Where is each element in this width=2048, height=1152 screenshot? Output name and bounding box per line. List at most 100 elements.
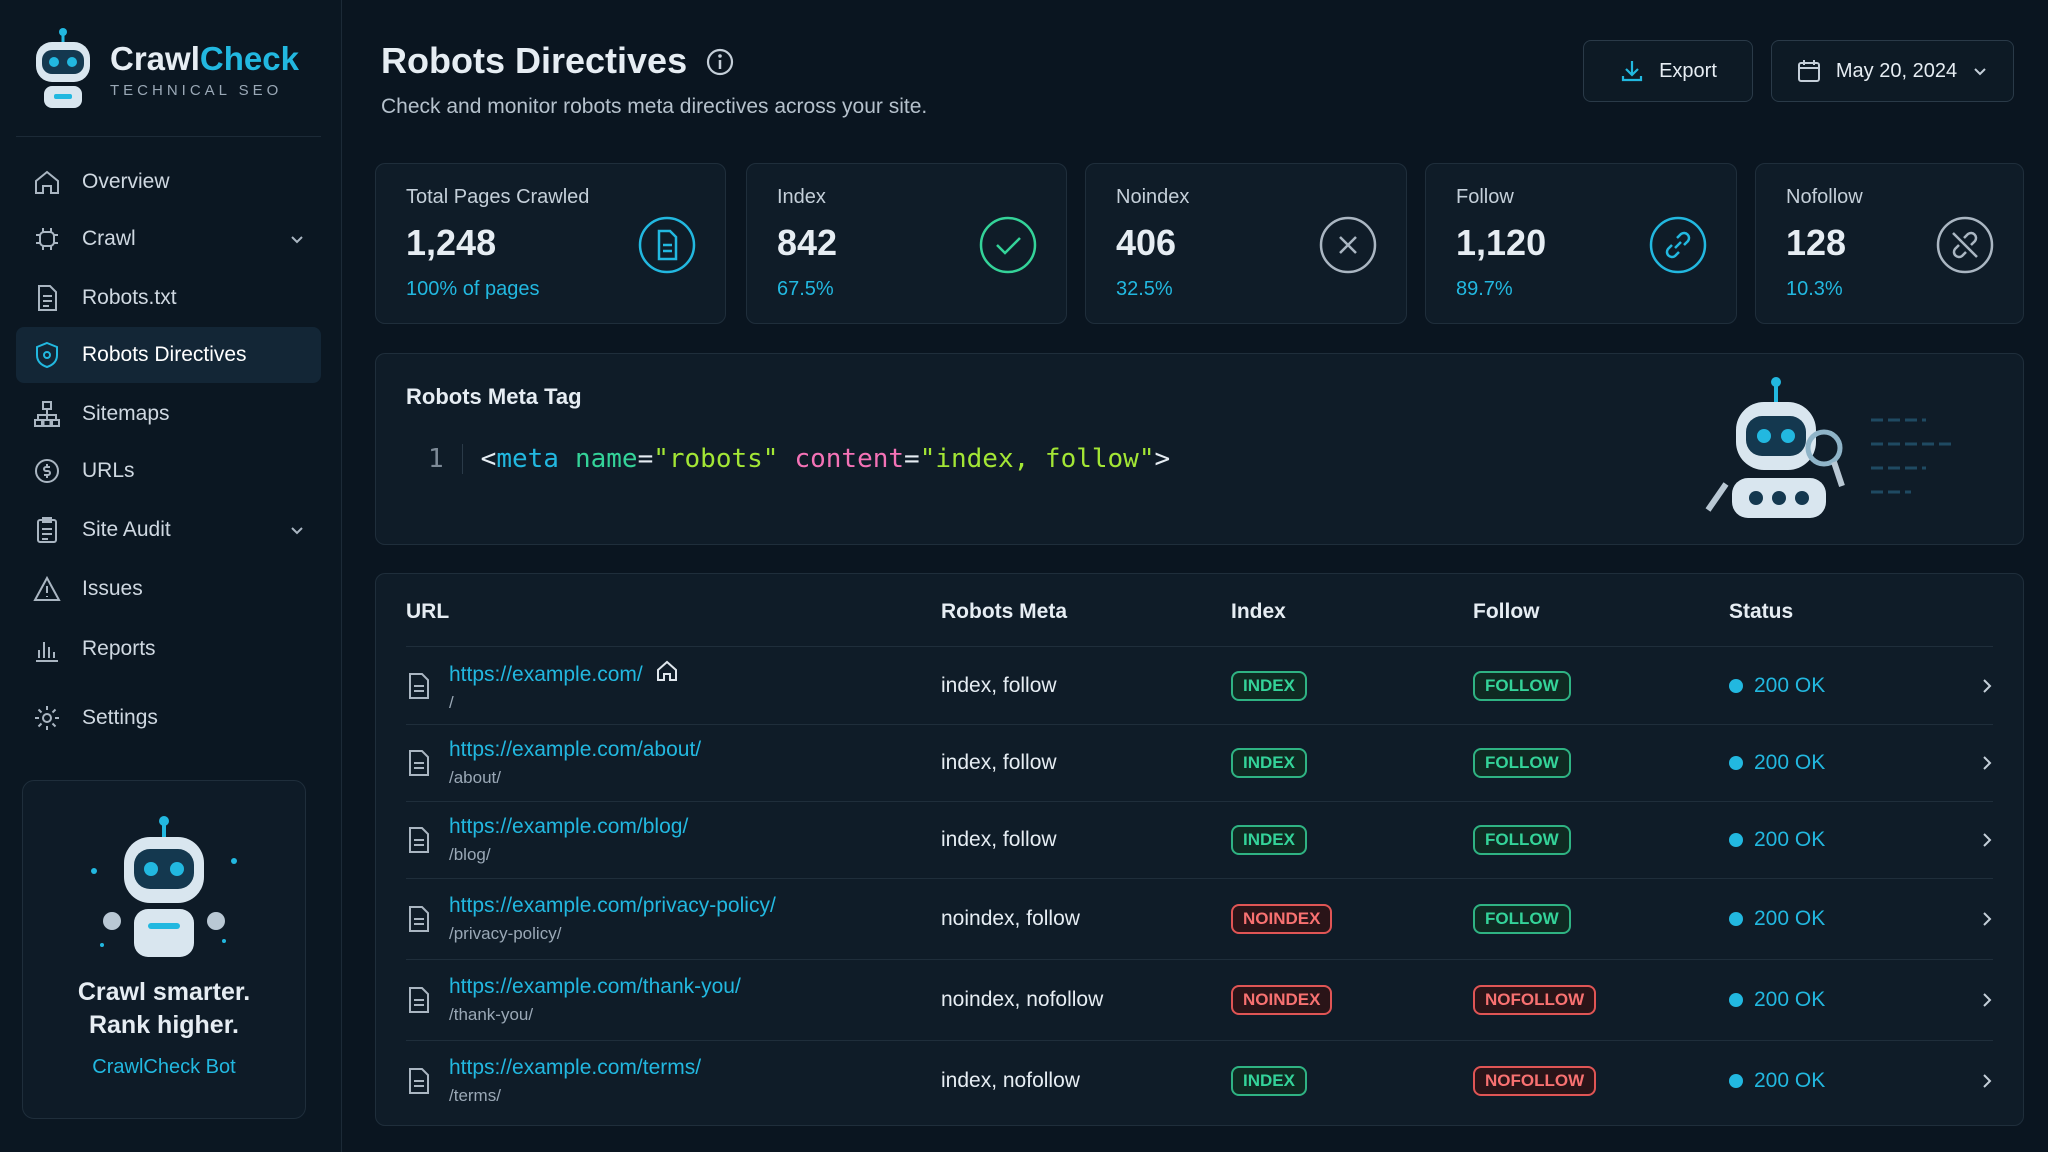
page-title: Robots Directives [381,40,735,82]
nav-label[interactable]: Reports [82,637,156,660]
nav-label[interactable]: Sitemaps [82,402,170,425]
url-cell: https://example.com/privacy-policy/ /priv… [449,894,776,944]
url-cell: https://example.com/ / [449,659,679,713]
nav-item[interactable]: Issues [16,561,321,617]
robots-meta: index, follow [941,751,1057,774]
status: 200 OK [1754,907,1826,930]
robots-meta: noindex, nofollow [941,988,1104,1011]
url-link[interactable]: https://example.com/terms/ [449,1055,702,1079]
robots-meta: index, nofollow [941,1068,1080,1092]
stat-card: Noindex 406 32.5% [1085,163,1407,324]
promo-line: Crawl smarter. [77,978,251,1006]
date-picker[interactable]: May 20, 2024 [1771,40,2014,102]
index-badge: INDEX [1231,1065,1307,1096]
promo-robot [91,816,237,957]
table-row[interactable]: https://example.com/ / index, follow INDEX F… [406,646,1993,724]
nav-item[interactable]: Robots Directives [16,327,321,383]
url-table: URL Robots Meta Index Follow Status https://e… [375,573,2024,1126]
nav-label[interactable]: Robots.txt [82,286,177,309]
follow-badge: FOLLOW [1473,748,1571,778]
table-row[interactable]: https://example.com/privacy-policy/ /priv… [406,878,1993,959]
promo-link[interactable]: CrawlCheck Bot [92,1056,236,1078]
url-link[interactable]: https://example.com/ [449,662,643,686]
nav-label[interactable]: Crawl [82,227,136,250]
export-button[interactable]: Export [1583,40,1753,102]
nav-item[interactable]: Site Audit [16,502,321,558]
url-path: / [449,692,454,712]
code-token: < [480,444,497,474]
code-token: "robots" [653,444,779,474]
table-row[interactable]: https://example.com/terms/ /terms/index, … [406,1040,1993,1120]
page-subtitle: Check and monitor robots meta directives… [381,95,928,118]
follow-badge: FOLLOW [1473,904,1571,934]
code-token: meta [496,444,559,474]
index-badge: NOINDEX [1231,985,1333,1015]
column-header: Status [1729,600,1794,623]
code-token: = [637,444,654,474]
table-row[interactable]: https://example.com/about/ /about/index, … [406,724,1993,801]
column-header: Index [1231,600,1286,623]
url-path: /thank-you/ [449,1005,534,1024]
url-link[interactable]: https://example.com/about/ [449,738,702,761]
follow-badge: NOFOLLOW [1473,985,1597,1015]
status: 200 OK [1754,673,1826,697]
index-badge: INDEX [1231,748,1307,778]
url-cell: https://example.com/terms/ /terms/ [449,1056,701,1106]
follow-badge: FOLLOW [1473,825,1571,855]
info-icon[interactable] [705,47,735,77]
robots-meta: index, follow [941,673,1057,697]
status: 200 OK [1754,988,1826,1011]
column-header: Follow [1473,600,1540,623]
nav-label[interactable]: Overview [82,170,170,193]
column-header: URL [406,600,450,623]
code-token: > [1154,444,1171,474]
index-badge: INDEX [1231,670,1307,701]
follow-badge: NOFOLLOW [1473,1065,1597,1096]
url-link[interactable]: https://example.com/thank-you/ [449,975,741,998]
code-token: name [574,444,638,474]
stat-card: Total Pages Crawled 1,248 100% of pages [375,163,726,324]
code-line: 1 <meta name="robots" content="index, follo… [428,444,1171,474]
url-path: /blog/ [449,845,491,864]
meta-tag-card: Robots Meta Tag 1 <meta name="robots" conte… [375,353,2024,545]
url-path: /about/ [449,768,501,787]
url-path: /privacy-policy/ [449,924,562,943]
nav-item[interactable]: Crawl [16,211,321,267]
url-cell: https://example.com/blog/ /blog/ [449,815,688,865]
code-token: content [794,444,905,474]
url-path: /terms/ [449,1085,501,1105]
stat-card: Index 842 67.5% [746,163,1067,324]
promo-line: Rank higher. [88,1011,240,1039]
nav-item[interactable]: Sitemaps [16,386,321,442]
status: 200 OK [1754,751,1826,774]
url-link[interactable]: https://example.com/blog/ [449,815,689,838]
sidebar: CrawlCheck TECHNICAL SEO Overview Crawl Rob… [0,0,342,1152]
robots-meta: noindex, follow [941,907,1080,930]
code-token: "index, follow" [919,444,1155,474]
index-badge: NOINDEX [1231,904,1333,934]
column-header: Robots Meta [941,600,1067,623]
nav-label[interactable]: Issues [82,577,143,600]
status: 200 OK [1754,1068,1826,1092]
nav-label[interactable]: Settings [82,706,158,729]
url-cell: https://example.com/about/ /about/ [449,738,701,788]
nav-label[interactable]: URLs [82,459,135,482]
table-row[interactable]: https://example.com/thank-you/ /thank-you… [406,959,1993,1040]
status: 200 OK [1754,828,1826,851]
index-badge: INDEX [1231,825,1307,855]
nav-label[interactable]: Site Audit [82,518,171,541]
url-link[interactable]: https://example.com/privacy-policy/ [449,894,776,917]
nav-item[interactable]: Robots.txt [16,270,321,326]
stat-card: Follow 1,120 89.7% [1425,163,1737,324]
tagline: TECHNICAL SEO [110,81,283,99]
brand-name: CrawlCheck [110,39,299,77]
nav-label[interactable]: Robots Directives [82,343,247,366]
nav-item[interactable]: Reports [16,621,321,677]
stat-card: Nofollow 128 10.3% [1755,163,2024,324]
nav-item[interactable]: URLs [16,443,321,499]
brand: CrawlCheck TECHNICAL SEO [30,28,299,110]
table-row[interactable]: https://example.com/blog/ /blog/index, fo… [406,801,1993,878]
nav-item[interactable]: Overview [16,154,321,210]
nav-item[interactable]: Settings [16,690,321,746]
code-token: = [904,444,920,474]
